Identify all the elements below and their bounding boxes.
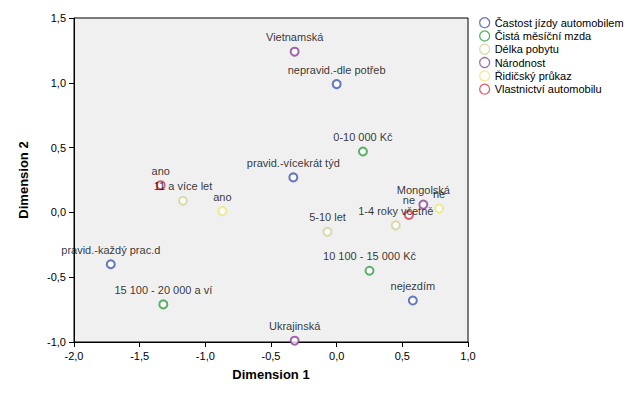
- svg-text:-2,0: -2,0: [65, 350, 84, 362]
- svg-text:0,0: 0,0: [329, 350, 344, 362]
- svg-text:Délka pobytu: Délka pobytu: [495, 43, 559, 55]
- svg-text:ano: ano: [152, 165, 170, 177]
- svg-text:pravid.-vícekrát týd: pravid.-vícekrát týd: [247, 157, 340, 169]
- svg-text:Dimension 2: Dimension 2: [16, 141, 31, 218]
- svg-text:nepravid.-dle potřeb: nepravid.-dle potřeb: [288, 64, 386, 76]
- svg-text:ne: ne: [433, 188, 445, 200]
- svg-text:nejezdím: nejezdím: [391, 280, 436, 292]
- svg-text:15 100 - 20 000 a ví: 15 100 - 20 000 a ví: [114, 284, 212, 296]
- svg-text:-1,5: -1,5: [130, 350, 149, 362]
- svg-text:Vlastnictví automobilu: Vlastnictví automobilu: [495, 83, 602, 95]
- svg-text:1,0: 1,0: [460, 350, 475, 362]
- svg-text:Ukrajinská: Ukrajinská: [269, 320, 321, 332]
- svg-text:1-4 roky včetně: 1-4 roky včetně: [358, 205, 433, 217]
- svg-text:-1,0: -1,0: [196, 350, 215, 362]
- svg-text:-0,5: -0,5: [47, 271, 66, 283]
- svg-text:Čistá měsíční mzda: Čistá měsíční mzda: [495, 30, 592, 42]
- svg-text:0,5: 0,5: [395, 350, 410, 362]
- svg-text:0,5: 0,5: [51, 142, 66, 154]
- svg-text:ano: ano: [213, 191, 231, 203]
- svg-text:Národnost: Národnost: [495, 57, 546, 69]
- svg-text:-1,0: -1,0: [47, 336, 66, 348]
- svg-text:5-10 let: 5-10 let: [309, 211, 346, 223]
- svg-text:10 100 - 15 000 Kč: 10 100 - 15 000 Kč: [323, 250, 416, 262]
- svg-text:11 a více let: 11 a více let: [154, 180, 213, 192]
- svg-text:pravid.-každý prac.d: pravid.-každý prac.d: [61, 244, 160, 256]
- svg-text:0-10 000 Kč: 0-10 000 Kč: [333, 131, 393, 143]
- svg-text:Vietnamská: Vietnamská: [266, 31, 324, 43]
- svg-text:1,0: 1,0: [51, 77, 66, 89]
- svg-text:Dimension 1: Dimension 1: [232, 367, 309, 382]
- svg-text:Řidičský průkaz: Řidičský průkaz: [495, 70, 572, 82]
- svg-text:Častost jízdy automobilem: Častost jízdy automobilem: [495, 17, 624, 29]
- svg-text:0,0: 0,0: [51, 206, 66, 218]
- svg-text:ne: ne: [403, 194, 415, 206]
- svg-text:-0,5: -0,5: [262, 350, 281, 362]
- svg-text:Mongolská: Mongolská: [396, 184, 450, 197]
- svg-text:1,5: 1,5: [51, 12, 66, 24]
